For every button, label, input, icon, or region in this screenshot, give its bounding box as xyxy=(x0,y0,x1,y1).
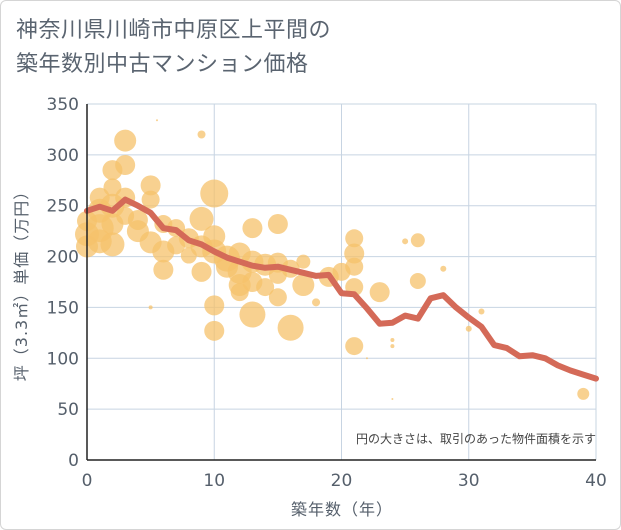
scatter-point xyxy=(204,320,225,341)
y-axis-label: 坪（3.3㎡）単価（万円） xyxy=(12,183,31,381)
scatter-point xyxy=(390,344,395,349)
x-tick-label: 40 xyxy=(585,471,607,491)
scatter-point xyxy=(200,179,229,208)
x-tick-label: 30 xyxy=(458,471,480,491)
x-axis-label: 築年数（年） xyxy=(291,500,393,519)
scatter-point xyxy=(140,175,161,196)
y-tick-label: 150 xyxy=(47,298,79,318)
scatter-point xyxy=(153,259,174,280)
scatter-point xyxy=(148,305,153,310)
scatter-point xyxy=(242,218,263,239)
trend-line xyxy=(84,196,599,382)
y-tick-label: 50 xyxy=(57,400,79,420)
scatter-bubbles xyxy=(75,119,590,400)
scatter-point xyxy=(402,238,409,245)
scatter-point xyxy=(296,254,311,269)
scatter-point xyxy=(256,278,275,297)
scatter-point xyxy=(115,155,136,176)
scatter-point xyxy=(127,209,148,230)
scatter-point xyxy=(100,232,125,257)
chart-title: 神奈川県川崎市中原区上平間の 築年数別中古マンション価格 xyxy=(16,18,332,77)
scatter-point xyxy=(465,325,472,332)
scatter-point xyxy=(345,229,364,248)
scatter-point xyxy=(391,397,394,400)
scatter-point xyxy=(369,282,390,303)
scatter-point xyxy=(204,295,225,316)
scatter-point xyxy=(345,257,364,276)
scatter-point xyxy=(141,190,160,209)
scatter-point xyxy=(189,206,214,231)
tick-labels: 0 50 100 150 200 250 300 350 0 10 20 30 40 xyxy=(47,95,607,491)
bubble-size-note: 円の大きさは、取引のあった物件面積を示す xyxy=(356,431,596,446)
scatter-point xyxy=(191,261,212,282)
scatter-point xyxy=(410,233,425,248)
y-tick-label: 200 xyxy=(47,248,79,268)
scatter-point xyxy=(365,357,368,360)
scatter-point xyxy=(267,214,288,235)
x-tick-label: 0 xyxy=(82,471,93,491)
scatter-point xyxy=(478,308,485,315)
scatter-point xyxy=(440,265,447,272)
x-tick-label: 20 xyxy=(331,471,353,491)
scatter-point xyxy=(197,130,206,139)
scatter-point xyxy=(155,119,158,122)
y-tick-label: 0 xyxy=(68,451,79,471)
scatter-point xyxy=(114,129,137,152)
scatter-point xyxy=(277,314,304,341)
y-tick-label: 350 xyxy=(47,95,79,115)
y-tick-label: 300 xyxy=(47,146,79,166)
scatter-point xyxy=(577,387,590,400)
scatter-point xyxy=(312,298,321,307)
scatter-point xyxy=(344,243,365,264)
scatter-point xyxy=(239,301,266,328)
x-tick-label: 10 xyxy=(203,471,225,491)
axes xyxy=(86,104,596,461)
grid-lines xyxy=(87,103,597,460)
scatter-point xyxy=(345,337,364,356)
scatter-point xyxy=(292,274,315,297)
scatter-point xyxy=(390,337,395,342)
y-tick-label: 250 xyxy=(47,197,79,217)
scatter-point xyxy=(409,272,426,289)
scatter-point xyxy=(268,288,287,307)
y-tick-label: 100 xyxy=(47,349,79,369)
